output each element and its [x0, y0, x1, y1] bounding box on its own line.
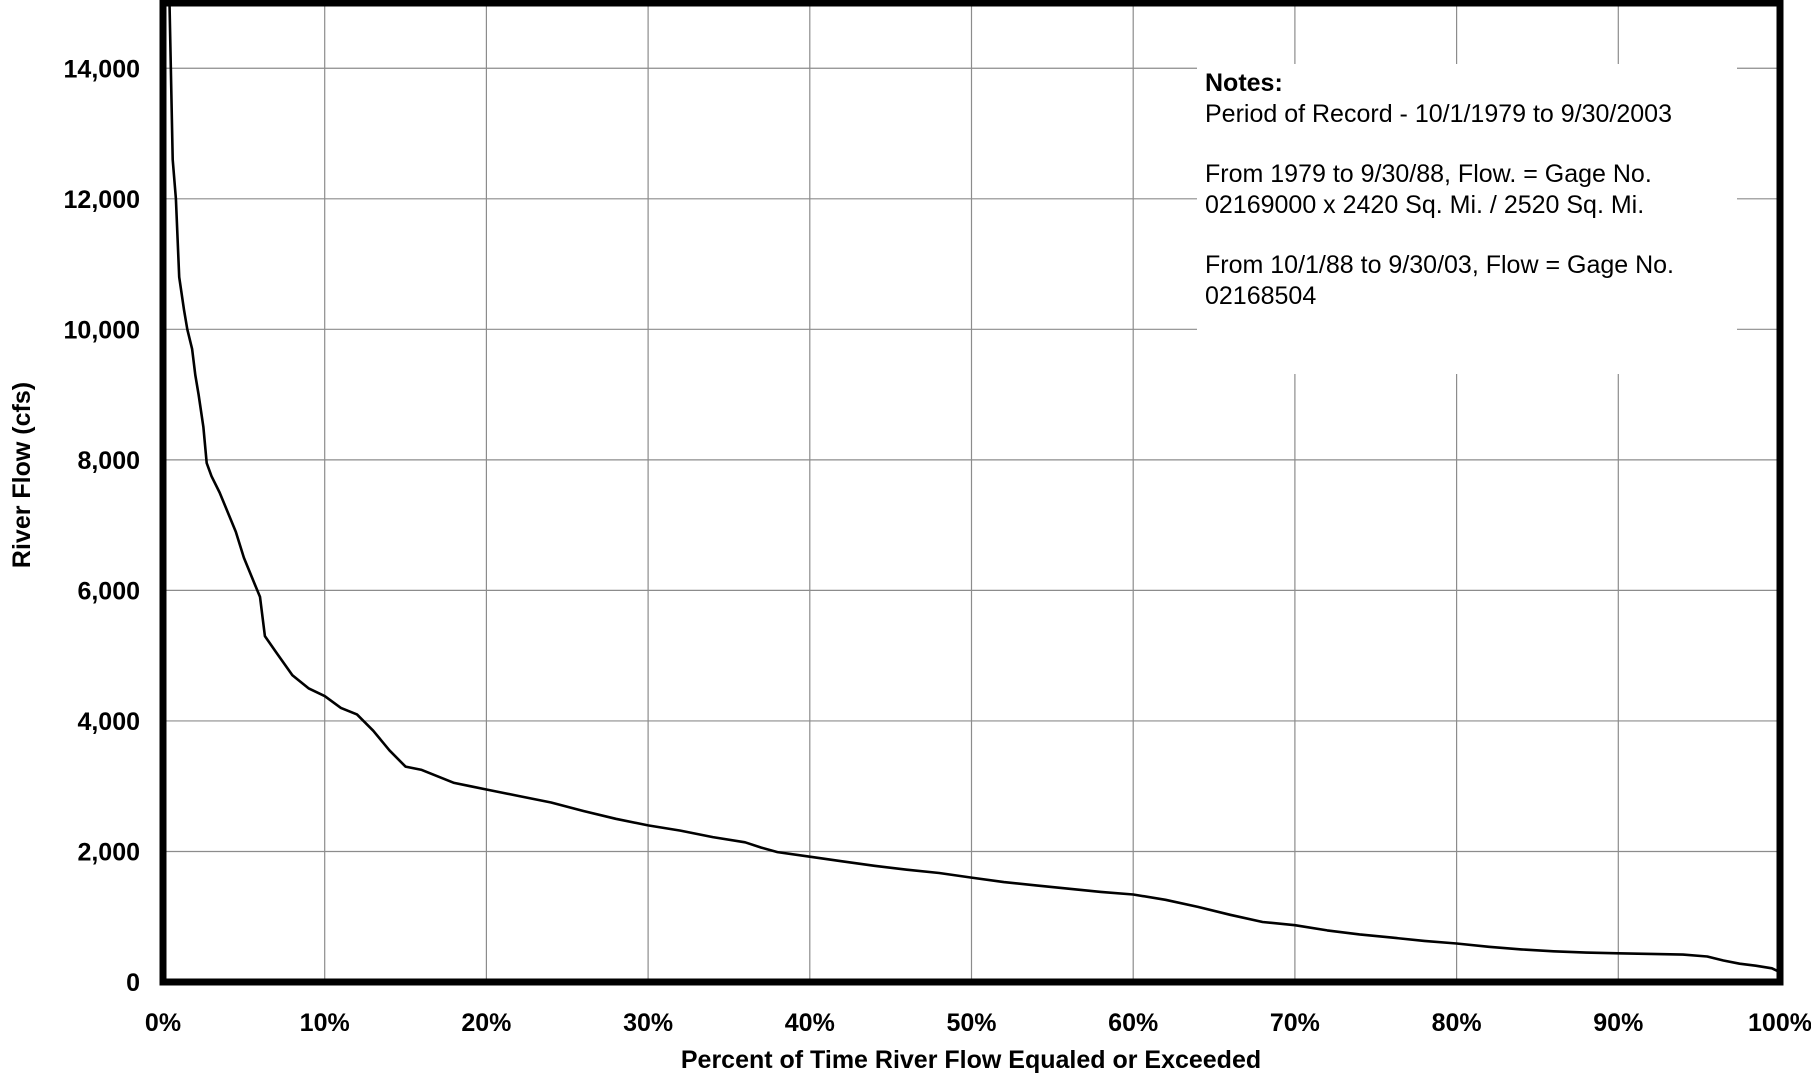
y-tick-labels: 0 2,000 4,000 6,000 8,000 10,000 12,000 14,000	[64, 55, 140, 997]
y-tick-label: 14,000	[64, 55, 140, 83]
x-tick-label: 30%	[623, 1009, 673, 1037]
x-tick-label: 80%	[1432, 1009, 1482, 1037]
y-tick-label: 2,000	[77, 838, 140, 866]
x-tick-label: 10%	[300, 1009, 350, 1037]
y-tick-label: 4,000	[77, 708, 140, 736]
notes-line-4: 02169000 x 2420 Sq. Mi. / 2520 Sq. Mi.	[1205, 190, 1645, 219]
x-tick-label: 90%	[1593, 1009, 1643, 1037]
x-tick-label: 70%	[1270, 1009, 1320, 1037]
notes-box: Notes: Period of Record - 10/1/1979 to 9…	[1197, 64, 1737, 374]
x-tick-label: 0%	[145, 1009, 181, 1037]
notes-line-1: Period of Record - 10/1/1979 to 9/30/200…	[1205, 99, 1672, 128]
y-tick-label: 12,000	[64, 186, 140, 214]
notes-line-3: From 1979 to 9/30/88, Flow. = Gage No.	[1205, 160, 1652, 188]
y-axis-title: River Flow (cfs)	[8, 382, 36, 568]
y-tick-label: 0	[126, 969, 140, 997]
flow-duration-curve	[168, 2, 1781, 974]
notes-title: Notes:	[1205, 69, 1283, 97]
notes-spacer	[1205, 129, 1729, 159]
x-axis-title: Percent of Time River Flow Equaled or Ex…	[681, 1046, 1261, 1074]
x-tick-label: 60%	[1108, 1009, 1158, 1037]
y-tick-label: 6,000	[77, 577, 140, 605]
x-tick-label: 40%	[785, 1009, 835, 1037]
notes-line-6: From 10/1/88 to 9/30/03, Flow = Gage No.	[1205, 251, 1675, 279]
x-tick-labels: 0% 10% 20% 30% 40% 50% 60% 70% 80% 90% 100%	[145, 1009, 1811, 1037]
x-tick-label: 50%	[946, 1009, 996, 1037]
plot-frame	[159, 0, 1784, 986]
y-tick-label: 10,000	[64, 316, 140, 344]
notes-spacer	[1205, 220, 1729, 250]
x-tick-label: 20%	[461, 1009, 511, 1037]
x-tick-label: 100%	[1748, 1009, 1811, 1037]
y-tick-label: 8,000	[77, 447, 140, 475]
notes-line-7: 02168504	[1205, 281, 1317, 310]
